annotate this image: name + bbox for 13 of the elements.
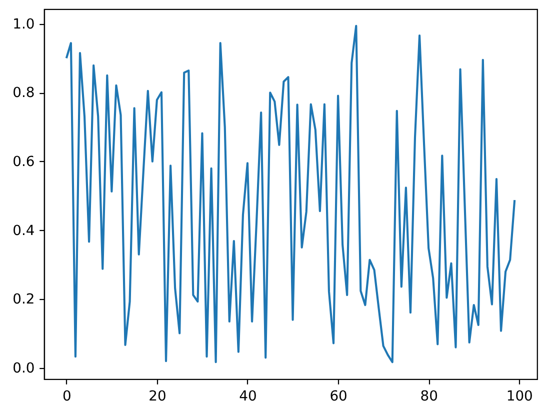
x-tick-label: 40 bbox=[239, 388, 257, 404]
y-tick-label: 0.6 bbox=[12, 154, 35, 170]
x-tick-label: 20 bbox=[148, 388, 166, 404]
y-tick-label: 0.4 bbox=[12, 222, 35, 239]
y-tick-label: 0.8 bbox=[12, 85, 35, 102]
y-tick-label: 0.0 bbox=[12, 360, 35, 376]
x-tick-label: 60 bbox=[330, 388, 348, 404]
y-tick-label: 1.0 bbox=[12, 16, 35, 32]
line-series bbox=[65, 24, 516, 364]
x-tick-label: 80 bbox=[420, 388, 438, 404]
y-tick-label: 0.2 bbox=[12, 292, 35, 308]
x-tick-label: 100 bbox=[506, 388, 533, 404]
x-tick-label: 0 bbox=[62, 388, 72, 404]
